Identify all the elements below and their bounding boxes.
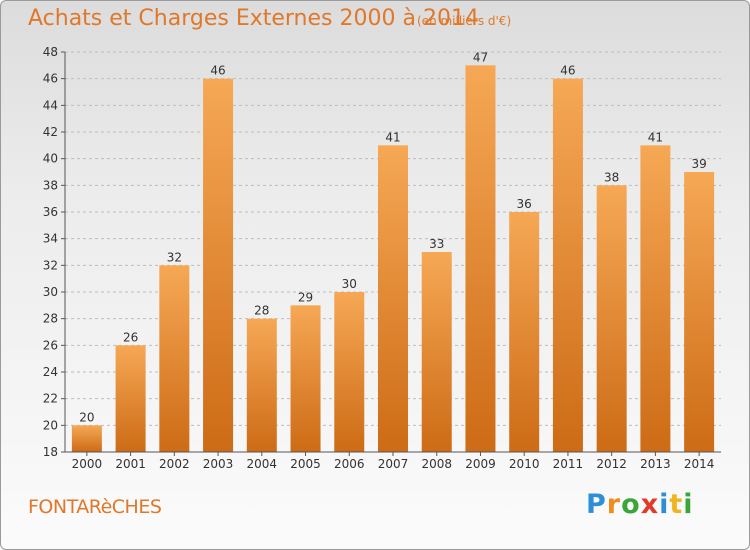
y-tick-label: 20 xyxy=(43,418,58,432)
y-tick-label: 46 xyxy=(43,72,58,86)
place-name: FONTARèCHES xyxy=(28,496,162,518)
y-tick-label: 48 xyxy=(43,45,58,59)
bar-value-label: 38 xyxy=(604,170,619,184)
bar-value-label: 39 xyxy=(691,157,706,171)
y-tick-label: 24 xyxy=(43,365,58,379)
y-tick-label: 40 xyxy=(43,152,58,166)
x-tick-label: 2006 xyxy=(334,457,365,471)
bar-2002 xyxy=(159,265,190,452)
bar-value-label: 36 xyxy=(517,197,532,211)
y-tick-label: 36 xyxy=(43,205,58,219)
bar-2010 xyxy=(509,212,540,452)
chart-subtitle: (en milliers d'€) xyxy=(417,14,512,28)
bar-value-label: 46 xyxy=(210,64,225,78)
y-tick-label: 32 xyxy=(43,258,58,272)
proxiti-logo: Proxiti xyxy=(586,489,694,520)
bar-2001 xyxy=(115,345,146,452)
bar-value-label: 41 xyxy=(648,130,663,144)
x-tick-label: 2004 xyxy=(247,457,278,471)
bar-2005 xyxy=(290,305,321,452)
logo-letter: i xyxy=(683,489,694,520)
bar-2012 xyxy=(596,185,627,453)
bar-value-label: 29 xyxy=(298,290,313,304)
x-tick-label: 2012 xyxy=(596,457,627,471)
logo-letter: P xyxy=(586,489,607,520)
bar-value-label: 26 xyxy=(123,330,138,344)
x-tick-label: 2014 xyxy=(684,457,715,471)
bars: 20 26 32 46 28 29 30 41 33 47 36 46 38 41 39 xyxy=(71,50,715,453)
y-tick-label: 22 xyxy=(43,392,58,406)
x-tick-label: 2002 xyxy=(159,457,190,471)
logo-letter: o xyxy=(621,489,641,520)
y-tick-label: 26 xyxy=(43,338,58,352)
y-tick-label: 34 xyxy=(43,232,58,246)
bar-value-label: 47 xyxy=(473,50,488,64)
x-tick-label: 2007 xyxy=(378,457,409,471)
bar-value-label: 28 xyxy=(254,304,269,318)
bar-value-label: 41 xyxy=(385,130,400,144)
axes: 18 20 22 24 26 28 30 32 34 36 38 40 42 44 46 48 2000 2001… xyxy=(43,45,721,471)
bar-2011 xyxy=(552,78,583,453)
x-tick-label: 2010 xyxy=(509,457,540,471)
bar-value-label: 20 xyxy=(79,410,94,424)
x-tick-label: 2001 xyxy=(115,457,146,471)
x-tick-label: 2009 xyxy=(465,457,496,471)
logo-letter: r xyxy=(606,489,622,520)
y-tick-label: 44 xyxy=(43,98,58,112)
y-tick-label: 30 xyxy=(43,285,58,299)
x-tick-label: 2005 xyxy=(290,457,321,471)
bar-2008 xyxy=(421,252,452,452)
bar-value-label: 33 xyxy=(429,237,444,251)
chart-title: Achats et Charges Externes 2000 à 2014 xyxy=(28,6,479,31)
bar-2007 xyxy=(378,145,408,453)
bar-value-label: 30 xyxy=(342,277,357,291)
bar-2003 xyxy=(203,78,234,453)
y-tick-label: 28 xyxy=(43,312,58,326)
x-tick-label: 2011 xyxy=(553,457,584,471)
y-tick-label: 38 xyxy=(43,178,58,192)
bar-2014 xyxy=(684,172,715,452)
bar-2006 xyxy=(334,292,365,452)
bar-2009 xyxy=(465,65,496,452)
logo-letter: x xyxy=(640,489,660,520)
x-tick-label: 2013 xyxy=(640,457,671,471)
bar-value-label: 32 xyxy=(167,250,182,264)
y-tick-label: 18 xyxy=(43,445,58,459)
x-tick-label: 2003 xyxy=(203,457,234,471)
logo-letter: i xyxy=(659,489,670,520)
x-tick-label: 2008 xyxy=(421,457,452,471)
bar-2000 xyxy=(71,425,102,452)
bar-2004 xyxy=(246,318,277,452)
bar-2013 xyxy=(640,145,671,453)
y-tick-label: 42 xyxy=(43,125,58,139)
bar-value-label: 46 xyxy=(560,64,575,78)
x-tick-label: 2000 xyxy=(72,457,103,471)
logo-letter: t xyxy=(669,489,684,520)
